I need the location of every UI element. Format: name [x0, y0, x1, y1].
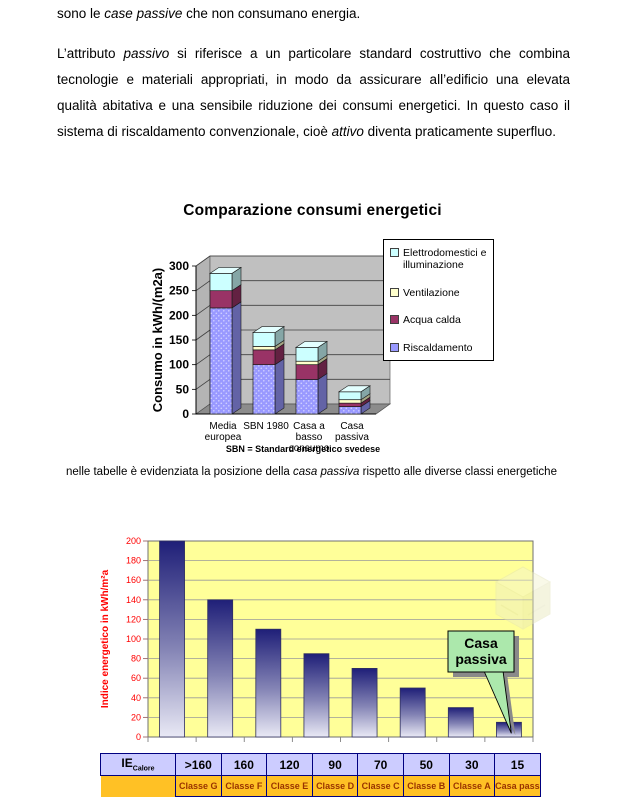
svg-text:Casa: Casa: [340, 421, 364, 432]
svg-text:consumo: consumo: [289, 443, 330, 454]
legend-label: Ventilazione: [403, 286, 460, 299]
table-cell-class: Classe F: [220, 775, 268, 797]
legend-item: Ventilazione: [390, 287, 488, 299]
main-paragraph: L’attributo passivo si riferisce a un pa…: [57, 46, 570, 139]
chart2-svg: 0 20 40 60 80 100 120 140 160 180 200 Indice energe…: [100, 536, 552, 742]
legend-item: Elettrodomestici e illuminazione: [390, 247, 488, 271]
table-row-classes: Classe G Classe F Classe E Classe D Classe C…: [100, 775, 541, 797]
svg-text:Consumo in kWh/(m2a): Consumo in kWh/(m2a): [150, 268, 165, 412]
intro-line: sono le case passive che non consumano e…: [57, 6, 361, 21]
class-bar: [207, 599, 234, 738]
legend-label: Acqua calda: [403, 314, 461, 327]
energy-classes-table-body: IECalore >160 160 120 90 70 50 30 15 Classe G Clas…: [100, 753, 541, 797]
class-bar: [447, 707, 474, 738]
svg-text:100: 100: [126, 634, 141, 644]
table-cell-value: 15: [494, 753, 541, 776]
table-row-values: IECalore >160 160 120 90 70 50 30 15: [100, 753, 541, 776]
svg-text:0: 0: [136, 732, 141, 742]
svg-text:200: 200: [126, 536, 141, 546]
table-cell-value: 70: [357, 753, 404, 776]
svg-text:basso: basso: [296, 432, 323, 443]
legend-swatch-icon: [390, 315, 399, 325]
legend-swatch-icon: [390, 287, 399, 297]
svg-text:150: 150: [169, 333, 189, 347]
svg-text:passiva: passiva: [455, 651, 507, 667]
chart2-plot: 0 20 40 60 80 100 120 140 160 180 200 Indice energe…: [96, 527, 558, 754]
legend-label: Riscaldamento: [403, 341, 473, 354]
svg-text:60: 60: [131, 673, 141, 683]
class-bar: [255, 628, 282, 738]
svg-text:SBN 1980: SBN 1980: [243, 421, 289, 432]
tables-caption: nelle tabelle è evidenziata la posizione…: [66, 466, 557, 478]
class-bar: [399, 687, 426, 738]
svg-text:180: 180: [126, 556, 141, 566]
svg-text:Casa: Casa: [464, 635, 498, 651]
svg-text:Media: Media: [209, 421, 237, 432]
class-bar: [159, 540, 185, 738]
svg-text:50: 50: [176, 382, 190, 396]
legend-item: Acqua calda: [390, 314, 488, 326]
svg-text:250: 250: [169, 284, 189, 298]
house-watermark-icon: [494, 566, 552, 630]
energy-classes-figure: 0 20 40 60 80 100 120 140 160 180 200 Indice energe…: [96, 527, 558, 801]
table-cell-class: Classe D: [311, 775, 359, 797]
svg-text:20: 20: [131, 712, 141, 722]
table-cell-class: Casa passiva: [494, 775, 541, 797]
table-cell-value: 160: [220, 753, 268, 776]
svg-text:SBN = Standard energetico sved: SBN = Standard energetico svedese: [226, 444, 380, 454]
legend-item: Riscaldamento: [390, 342, 488, 354]
table-cell-class: Classe G: [175, 775, 222, 797]
svg-text:passiva: passiva: [335, 432, 369, 443]
legend-label: Elettrodomestici e illuminazione: [403, 247, 487, 271]
svg-text:200: 200: [169, 308, 189, 322]
table-cell-value: >160: [175, 753, 222, 776]
svg-text:80: 80: [131, 654, 141, 664]
table-cell-value: 50: [402, 753, 450, 776]
svg-text:Casa a: Casa a: [293, 421, 325, 432]
energy-comparison-figure: Comparazione consumi energetici 0 50 100 15…: [150, 202, 495, 454]
svg-text:40: 40: [131, 693, 141, 703]
svg-text:300: 300: [169, 259, 189, 273]
legend-swatch-icon: [390, 342, 399, 352]
svg-text:140: 140: [126, 595, 141, 605]
svg-text:120: 120: [126, 614, 141, 624]
table-cell-value: 30: [448, 753, 496, 776]
chart1-legend: Elettrodomestici e illuminazione Ventilaz…: [383, 239, 494, 361]
svg-text:160: 160: [126, 575, 141, 585]
energy-classes-table: IECalore >160 160 120 90 70 50 30 15 Classe G Clas…: [100, 753, 541, 797]
svg-text:0: 0: [182, 407, 189, 421]
table-cell-class: Classe B: [402, 775, 450, 797]
table-cell-class: Classe C: [357, 775, 404, 797]
svg-text:100: 100: [169, 358, 189, 372]
chart1-plot: 0 50 100 150 200 250 300 Media europea SBN 1980 Ca…: [150, 222, 495, 459]
legend-swatch-icon: [390, 248, 399, 257]
table-cell-value: 90: [311, 753, 359, 776]
table-cell-value: 120: [266, 753, 313, 776]
class-bar: [303, 653, 330, 738]
chart1-title: Comparazione consumi energetici: [183, 202, 442, 219]
svg-text:Indice energetico in kWh/m²a: Indice energetico in kWh/m²a: [100, 569, 111, 708]
table-cell-empty: [100, 775, 176, 797]
table-cell-class: Classe E: [266, 775, 313, 797]
class-bar: [351, 667, 378, 738]
table-header-ie: IECalore: [100, 753, 176, 776]
table-cell-class: Classe A: [448, 775, 496, 797]
svg-text:europea: europea: [205, 432, 242, 443]
